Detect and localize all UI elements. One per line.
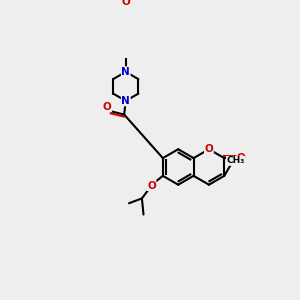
Text: O: O	[103, 101, 112, 112]
Text: CH₃: CH₃	[226, 156, 245, 165]
Text: O: O	[122, 0, 130, 8]
Text: N: N	[122, 67, 130, 77]
Text: O: O	[205, 144, 213, 154]
Text: O: O	[237, 153, 246, 163]
Text: N: N	[122, 96, 130, 106]
Text: O: O	[147, 181, 156, 190]
